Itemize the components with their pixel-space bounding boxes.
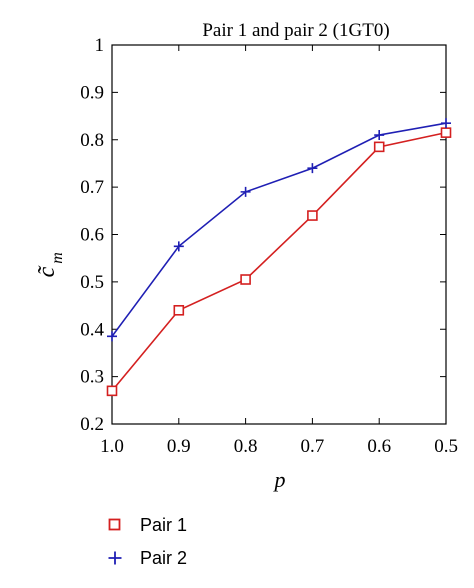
x-tick-label: 0.8: [234, 436, 258, 457]
y-axis-label-subscript: m: [49, 252, 66, 264]
y-tick-label: 0.2: [80, 414, 104, 435]
y-tick-label: 0.3: [80, 367, 104, 388]
legend-marker-plus: [108, 551, 122, 565]
x-tick-label: 0.9: [167, 436, 191, 457]
series-line-pair-2: [111, 122, 447, 337]
legend-item-pair-1: Pair 1: [108, 515, 187, 535]
x-tick-label: 0.5: [434, 436, 458, 457]
y-tick-label: 1: [95, 35, 105, 56]
series-line-pair-1: [111, 131, 447, 392]
x-axis-label: p: [273, 467, 286, 492]
data-point-pair-1: [240, 274, 251, 285]
data-point-pair-1: [440, 127, 452, 138]
legend-marker-square: [108, 518, 121, 531]
y-tick-label: 0.6: [80, 225, 104, 246]
y-tick-label: 0.7: [80, 177, 104, 198]
data-point-pair-2: [173, 241, 184, 252]
y-tick-label: 0.8: [80, 130, 104, 151]
legend-label-pair-1: Pair 1: [140, 515, 187, 535]
y-tick-label: 0.9: [80, 82, 104, 103]
data-point-pair-1: [307, 210, 318, 221]
x-tick-label: 0.6: [367, 436, 391, 457]
y-tick-label: 0.5: [80, 272, 104, 293]
data-point-pair-2: [240, 186, 251, 197]
plot-frame: [111, 44, 447, 425]
y-axis-label: c̃ m: [34, 252, 66, 277]
data-point-pair-1: [373, 141, 385, 153]
legend-label-pair-2: Pair 2: [140, 548, 187, 568]
plot-area: 0.2 0.3 0.4 0.5 0.6 0.7 0.8 0.9 1 1.0 0.9 0.8 0.7 0.6…: [80, 35, 458, 457]
data-point-pair-2: [374, 130, 385, 141]
legend: Pair 1 Pair 2: [108, 515, 187, 568]
x-tick-label: 1.0: [100, 436, 124, 457]
y-tick-label: 0.4: [80, 319, 104, 340]
data-point-pair-1: [173, 304, 185, 316]
x-tick-label: 0.7: [301, 436, 325, 457]
data-point-pair-1: [106, 385, 118, 397]
legend-item-pair-2: Pair 2: [108, 548, 187, 568]
data-point-pair-2: [441, 118, 451, 129]
y-axis-label-text: c̃: [34, 265, 60, 277]
data-point-pair-2: [307, 163, 318, 174]
data-point-pair-2: [107, 331, 117, 342]
chart-title: Pair 1 and pair 2 (1GT0): [202, 20, 389, 41]
